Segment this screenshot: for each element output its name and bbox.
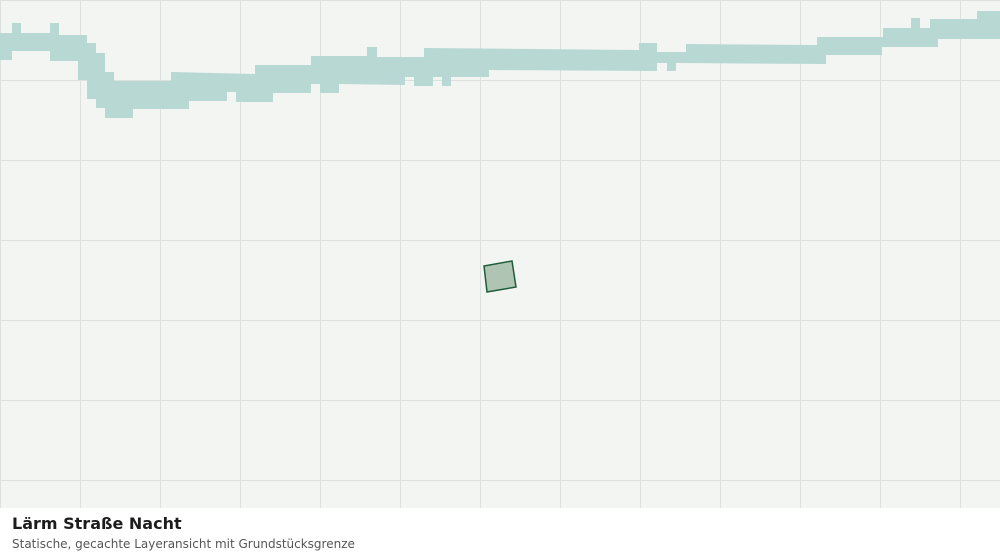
noise-band <box>0 11 1000 118</box>
map-view <box>0 0 1000 508</box>
footer: Lärm Straße Nacht Statische, gecachte La… <box>0 508 1000 560</box>
layer-title: Lärm Straße Nacht <box>12 514 182 533</box>
layer-subtitle: Statische, gecachte Layeransicht mit Gru… <box>12 537 355 551</box>
parcel-boundary <box>483 260 517 293</box>
map-background <box>0 0 1000 508</box>
